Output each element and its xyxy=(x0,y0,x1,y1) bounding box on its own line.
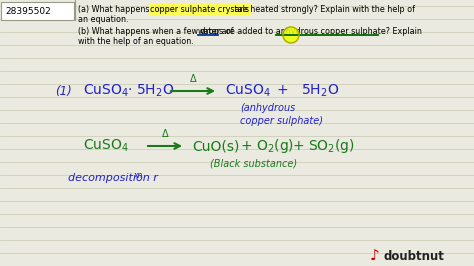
Text: copper sulphate): copper sulphate) xyxy=(240,116,323,126)
Text: (a) What happens when: (a) What happens when xyxy=(78,5,176,14)
Text: 28395502: 28395502 xyxy=(5,6,51,15)
Text: (1): (1) xyxy=(55,85,72,98)
Text: xn: xn xyxy=(133,171,142,180)
Text: Δ: Δ xyxy=(190,74,196,84)
Text: CuSO$_4$: CuSO$_4$ xyxy=(225,83,271,99)
Text: CuSO$_4$: CuSO$_4$ xyxy=(83,138,129,154)
Text: are heated strongly? Explain with the help of: are heated strongly? Explain with the he… xyxy=(233,5,416,14)
Text: are added to anhydrous copper sulphate? Explain: are added to anhydrous copper sulphate? … xyxy=(219,27,422,35)
Text: ♪: ♪ xyxy=(370,248,380,264)
Text: water: water xyxy=(198,27,221,35)
Text: Δ: Δ xyxy=(162,129,168,139)
Text: CuSO$_4$· 5H$_2$O: CuSO$_4$· 5H$_2$O xyxy=(83,83,174,99)
Text: CuO(s): CuO(s) xyxy=(192,139,239,153)
Text: (Black substance): (Black substance) xyxy=(210,159,297,169)
Text: + O$_2$(g): + O$_2$(g) xyxy=(240,137,294,155)
Text: + SO$_2$(g): + SO$_2$(g) xyxy=(292,137,355,155)
Circle shape xyxy=(283,27,299,43)
Text: (anhydrous: (anhydrous xyxy=(240,103,295,113)
Text: +   5H$_2$O: + 5H$_2$O xyxy=(268,83,339,99)
Text: (b) What happens when a few drops of: (b) What happens when a few drops of xyxy=(78,27,236,35)
Text: copper sulphate crystals: copper sulphate crystals xyxy=(151,5,249,14)
Text: an equation.: an equation. xyxy=(78,15,128,24)
Text: decomposition r: decomposition r xyxy=(68,173,158,183)
FancyBboxPatch shape xyxy=(1,2,74,20)
Text: doubtnut: doubtnut xyxy=(384,250,445,263)
Text: with the help of an equation.: with the help of an equation. xyxy=(78,38,194,47)
